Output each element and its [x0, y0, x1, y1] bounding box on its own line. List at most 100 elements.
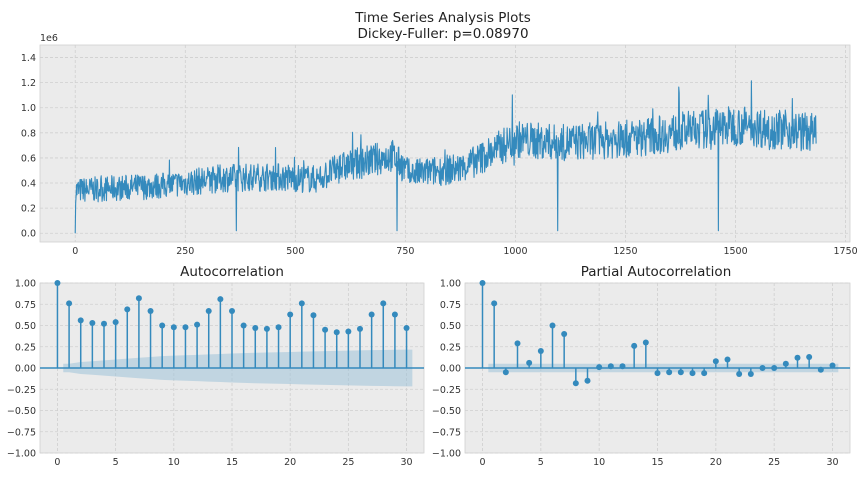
pacf-xtick-label: 0 [479, 457, 485, 468]
pacf-point [572, 380, 579, 387]
pacf-xtick-label: 30 [826, 457, 838, 468]
time-series-plot-area [39, 44, 851, 243]
acf-point [403, 325, 410, 332]
pacf-title: Partial Autocorrelation [581, 264, 732, 280]
pacf-point [502, 369, 509, 376]
pacf-point [689, 370, 696, 377]
acf-ytick-label: 0.50 [15, 321, 36, 332]
acf-point [170, 324, 177, 331]
pacf-point [479, 280, 486, 286]
acf-ytick-label: −0.25 [7, 385, 36, 396]
acf-ytick-label: 0.75 [15, 300, 36, 311]
pacf-point [677, 369, 684, 376]
acf-point [135, 295, 142, 302]
pacf-ticks: 0 5 10 15 20 25 30 −1.00 −0.75 −0.50 −0.25 0.00 0.25… [432, 279, 839, 469]
acf-point [112, 319, 119, 326]
acf-xtick-label: 0 [54, 457, 60, 468]
ts-ytick-label: 1.4 [21, 53, 36, 64]
acf-xtick-label: 10 [168, 457, 180, 468]
acf-point [229, 308, 235, 315]
pacf-point [759, 365, 766, 371]
pacf-xtick-label: 15 [651, 457, 663, 468]
acf-stems [40, 280, 424, 369]
pacf-point [584, 377, 591, 384]
pacf-ytick-label: 1.00 [440, 279, 461, 290]
ts-xtick-label: 1750 [834, 246, 858, 257]
y-offset-label: 1e6 [40, 33, 58, 44]
pacf-point [607, 363, 614, 370]
ts-ytick-label: 0.6 [21, 153, 36, 164]
pacf-point [794, 354, 801, 361]
acf-point [194, 321, 201, 328]
ts-ytick-label: 0.8 [21, 128, 36, 139]
pacf-xtick-label: 10 [593, 457, 605, 468]
acf-point [368, 311, 375, 318]
acf-ytick-label: −1.00 [7, 449, 36, 460]
acf-point [159, 322, 166, 329]
acf-point [252, 325, 259, 332]
pacf-point [631, 342, 638, 349]
ts-ytick-label: 0.4 [21, 179, 36, 190]
acf-chart: Autocorrelation 0 5 10 15 20 25 30 −1.00 −0.75 −0… [7, 264, 425, 468]
acf-xtick-label: 5 [113, 457, 119, 468]
pacf-point [829, 362, 836, 369]
pacf-point [736, 370, 743, 377]
acf-ytick-label: 0.25 [15, 342, 36, 353]
pacf-point [514, 340, 521, 347]
time-series-line [74, 80, 817, 234]
acf-point [89, 319, 96, 326]
pacf-chart: Partial Autocorrelation 0 5 10 15 20 25 30 −1.0… [432, 264, 851, 469]
acf-point [124, 306, 131, 313]
acf-point [147, 308, 154, 315]
pacf-ytick-label: −0.25 [432, 385, 461, 396]
ts-xtick-label: 1000 [503, 246, 527, 257]
ts-ytick-label: 0.0 [21, 229, 36, 240]
acf-point [310, 312, 317, 319]
acf-point [322, 326, 329, 333]
pacf-point [806, 353, 813, 360]
acf-xtick-label: 30 [400, 457, 412, 468]
pacf-point [782, 360, 789, 367]
time-series-chart: 0 250 500 750 1000 1250 1500 1750 0.0 0.2 0.4 0.6 0.… [21, 33, 858, 257]
pacf-stems [465, 280, 850, 387]
acf-point [240, 322, 247, 329]
acf-point [275, 324, 282, 331]
acf-point [287, 311, 294, 318]
acf-point [263, 325, 270, 332]
acf-point [391, 311, 398, 318]
pacf-point [561, 331, 568, 337]
acf-ytick-label: 0.00 [15, 364, 36, 375]
ts-xtick-label: 750 [396, 246, 414, 257]
acf-point [66, 300, 73, 307]
pacf-point [526, 359, 533, 366]
pacf-point [817, 366, 824, 373]
pacf-point [771, 365, 778, 371]
pacf-ytick-label: 0.75 [440, 300, 461, 311]
pacf-point [654, 370, 661, 377]
pacf-ytick-label: −0.50 [432, 406, 461, 417]
pacf-point [619, 363, 626, 370]
acf-point [205, 308, 212, 315]
figure-title-line1: Time Series Analysis Plots [354, 10, 531, 26]
pacf-point [701, 370, 708, 377]
acf-ytick-label: −0.75 [7, 427, 36, 438]
acf-title: Autocorrelation [180, 264, 284, 280]
pacf-point [747, 370, 754, 377]
ts-xtick-label: 250 [176, 246, 194, 257]
pacf-point [642, 339, 649, 346]
ts-ytick-label: 1.2 [21, 78, 36, 89]
pacf-point [549, 322, 556, 329]
pacf-ytick-label: 0.25 [440, 342, 461, 353]
pacf-ytick-label: −0.75 [432, 427, 461, 438]
acf-point [77, 317, 84, 324]
ts-ytick-label: 1.0 [21, 103, 36, 114]
acf-point [345, 328, 352, 335]
pacf-point [491, 300, 498, 307]
pacf-point [724, 356, 731, 363]
acf-xtick-label: 25 [342, 457, 354, 468]
ts-xtick-label: 1250 [613, 246, 637, 257]
acf-xtick-label: 15 [226, 457, 238, 468]
pacf-xtick-label: 20 [710, 457, 722, 468]
pacf-point [666, 369, 673, 376]
